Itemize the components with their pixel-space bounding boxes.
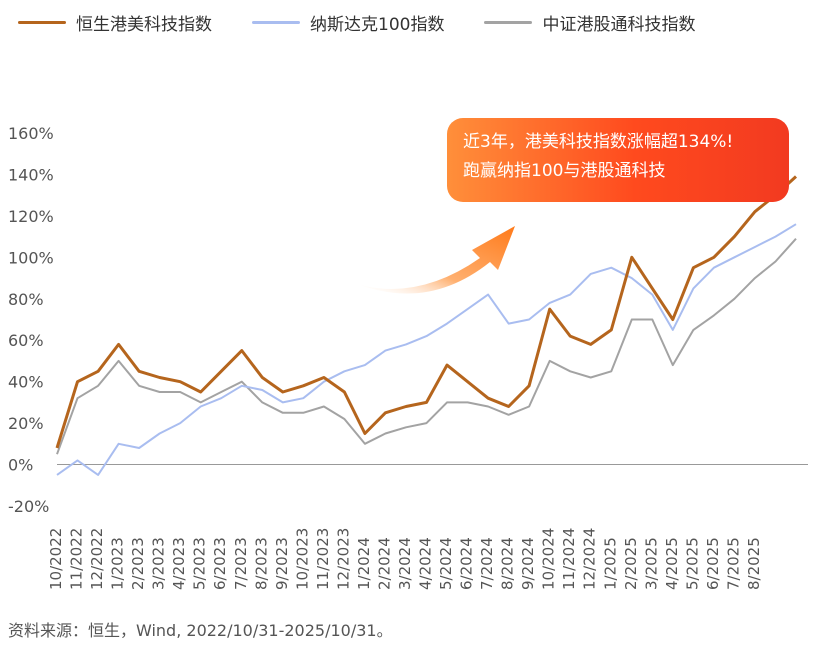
callout-line1: 近3年，港美科技指数涨幅超134%! bbox=[463, 132, 734, 152]
x-tick-label: 3/2025 bbox=[642, 537, 660, 590]
x-tick-label: 2/2023 bbox=[129, 537, 147, 590]
callout-box: 近3年，港美科技指数涨幅超134%! 跑赢纳指100与港股通科技 bbox=[447, 118, 789, 202]
x-tick-label: 5/2023 bbox=[191, 537, 209, 590]
x-tick-label: 6/2023 bbox=[211, 537, 229, 590]
legend-item-ndx: 纳斯达克100指数 bbox=[252, 10, 444, 35]
x-tick-label: 12/2023 bbox=[334, 528, 352, 590]
legend-item-hs: 恒生港美科技指数 bbox=[18, 10, 212, 35]
x-tick-label: 3/2024 bbox=[396, 537, 414, 590]
series-lines bbox=[55, 175, 798, 476]
x-tick-label: 11/2022 bbox=[68, 528, 86, 590]
x-tick-label: 9/2023 bbox=[273, 537, 291, 590]
legend-swatch-hs bbox=[18, 21, 66, 24]
x-tick-label: 8/2025 bbox=[745, 537, 763, 590]
x-tick-label: 4/2025 bbox=[663, 537, 681, 590]
legend-label-csi: 中证港股通科技指数 bbox=[542, 15, 696, 35]
x-tick-label: 7/2024 bbox=[478, 537, 496, 590]
legend-item-csi: 中证港股通科技指数 bbox=[484, 10, 695, 35]
source-note: 资料来源：恒生，Wind, 2022/10/31-2025/10/31。 bbox=[8, 621, 393, 640]
x-tick-label: 1/2025 bbox=[601, 537, 619, 590]
x-tick-label: 10/2023 bbox=[293, 528, 311, 590]
series-line-hs bbox=[55, 175, 798, 449]
x-tick-label: 6/2024 bbox=[458, 537, 476, 590]
legend-swatch-ndx bbox=[252, 21, 300, 24]
x-tick-label: 3/2023 bbox=[150, 537, 168, 590]
x-tick-label: 11/2024 bbox=[560, 528, 578, 590]
x-tick-label: 2/2024 bbox=[375, 537, 393, 590]
x-tick-label: 4/2023 bbox=[170, 537, 188, 590]
legend: 恒生港美科技指数 纳斯达克100指数 中证港股通科技指数 bbox=[18, 10, 695, 35]
y-tick-label: 100% bbox=[8, 248, 54, 267]
legend-label-hs: 恒生港美科技指数 bbox=[76, 15, 212, 35]
x-tick-label: 8/2023 bbox=[252, 537, 270, 590]
y-tick-label: 120% bbox=[8, 207, 54, 226]
legend-swatch-csi bbox=[484, 21, 533, 24]
y-tick-label: 140% bbox=[8, 165, 54, 184]
x-tick-label: 5/2024 bbox=[437, 537, 455, 590]
x-tick-label: 7/2023 bbox=[232, 537, 250, 590]
x-tick-label: 5/2025 bbox=[683, 537, 701, 590]
x-tick-label: 9/2024 bbox=[519, 537, 537, 590]
y-tick-label: 20% bbox=[8, 414, 44, 433]
y-tick-label: 80% bbox=[8, 290, 44, 309]
x-tick-label: 12/2024 bbox=[581, 528, 599, 590]
series-line-ndx bbox=[56, 223, 797, 476]
x-tick-label: 11/2023 bbox=[314, 528, 332, 590]
x-tick-label: 10/2022 bbox=[47, 528, 65, 590]
y-tick-label: 40% bbox=[8, 373, 44, 392]
x-tick-label: 1/2024 bbox=[355, 537, 373, 590]
x-axis: 10/2022 11/2022 12/2022 1/2023 2/2023 3/2023 4… bbox=[47, 528, 763, 590]
x-tick-label: 7/2025 bbox=[724, 537, 742, 590]
y-tick-label: 0% bbox=[8, 456, 33, 475]
x-tick-label: 1/2023 bbox=[109, 537, 127, 590]
y-axis: 160% 140% 120% 100% 80% 60% 40% 20% 0% -20% bbox=[8, 124, 54, 516]
y-tick-label: 60% bbox=[8, 331, 44, 350]
y-tick-label: 160% bbox=[8, 124, 54, 143]
x-tick-label: 4/2024 bbox=[417, 537, 435, 590]
x-tick-label: 2/2025 bbox=[622, 537, 640, 590]
x-tick-label: 10/2024 bbox=[540, 528, 558, 590]
x-tick-label: 6/2025 bbox=[704, 537, 722, 590]
callout-line2: 跑赢纳指100与港股通科技 bbox=[463, 161, 666, 181]
x-tick-label: 8/2024 bbox=[499, 537, 517, 590]
trend-arrow-icon bbox=[360, 226, 515, 294]
series-line-csi bbox=[56, 238, 797, 455]
y-tick-label: -20% bbox=[8, 497, 49, 516]
x-tick-label: 12/2022 bbox=[88, 528, 106, 590]
legend-label-ndx: 纳斯达克100指数 bbox=[310, 15, 445, 35]
